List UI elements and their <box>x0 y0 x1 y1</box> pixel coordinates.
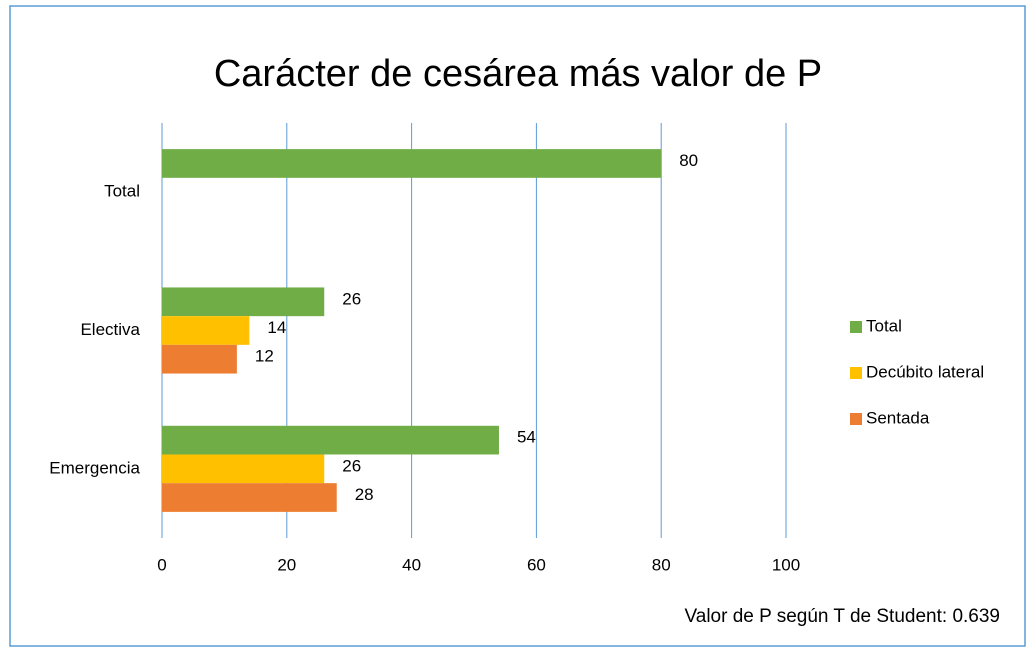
chart-title: Carácter de cesárea más valor de P <box>214 53 822 95</box>
legend-swatch <box>850 321 862 333</box>
bar <box>162 287 325 317</box>
x-tick-label: 40 <box>402 555 421 574</box>
bar <box>162 454 325 484</box>
y-tick-label: Total <box>104 182 140 201</box>
legend-label: Total <box>866 316 902 335</box>
data-label: 54 <box>517 428 536 447</box>
legend-swatch <box>850 367 862 379</box>
bar <box>162 149 662 178</box>
bar <box>162 344 237 374</box>
bar <box>162 425 499 455</box>
annotation: Valor de P según T de Student: 0.639 <box>684 606 1000 627</box>
data-label: 26 <box>342 456 361 475</box>
y-tick-label: Electiva <box>80 320 140 339</box>
bar <box>162 316 250 345</box>
x-tick-label: 60 <box>527 555 546 574</box>
legend-swatch <box>850 413 862 425</box>
data-label: 12 <box>255 347 274 366</box>
x-tick-label: 100 <box>772 555 800 574</box>
x-tick-label: 0 <box>157 555 166 574</box>
data-label: 26 <box>342 289 361 308</box>
x-tick-label: 80 <box>652 555 671 574</box>
data-label: 80 <box>679 151 698 170</box>
x-tick-label: 20 <box>277 555 296 574</box>
bar <box>162 483 337 512</box>
legend-label: Sentada <box>866 408 930 427</box>
data-label: 14 <box>267 318 286 337</box>
legend-label: Decúbito lateral <box>866 362 984 381</box>
y-tick-label: Emergencia <box>49 458 140 477</box>
data-label: 28 <box>355 485 374 504</box>
